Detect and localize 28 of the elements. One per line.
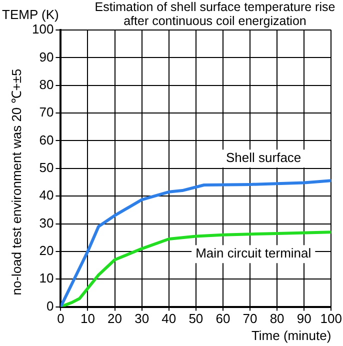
x-tick-label: 90 [296,311,312,326]
x-tick-label: 50 [188,311,204,326]
x-tick-label: 70 [242,311,258,326]
y-tick-label: 80 [39,76,54,92]
series-label: Shell surface [226,150,302,166]
x-tick-label: 80 [270,311,284,326]
series-label: Main circuit terminal [196,246,312,261]
x-tick-label: 0 [57,311,64,326]
y-tick-label: 90 [39,49,54,64]
y-tick-label: 50 [39,160,54,175]
y-tick-label: 0 [46,298,54,314]
x-tick-label: 60 [216,311,230,326]
y-tick-label: 60 [39,132,54,148]
y-axis-title: TEMP (K) [2,7,59,22]
x-axis-title: Time (minute) [251,328,332,343]
x-tick-label: 20 [108,311,122,326]
chart-title: Estimation of shell surface temperature rise after continuous coil energization [94,0,336,28]
x-tick-label: 30 [134,311,150,326]
text: no-load test environment was 20 ℃+±5 [8,68,25,296]
x-tick-label: 10 [80,311,95,326]
y-tick-label: 10 [39,270,54,286]
y-tick-label: 20 [39,243,54,258]
y-tick-label: 30 [39,215,54,230]
x-tick-label: 100 [320,311,342,326]
x-tick-label: 40 [162,311,176,326]
y-tick-label: 40 [39,188,54,203]
y-tick-label: 70 [39,104,54,120]
y-tick-label: 100 [32,22,54,37]
